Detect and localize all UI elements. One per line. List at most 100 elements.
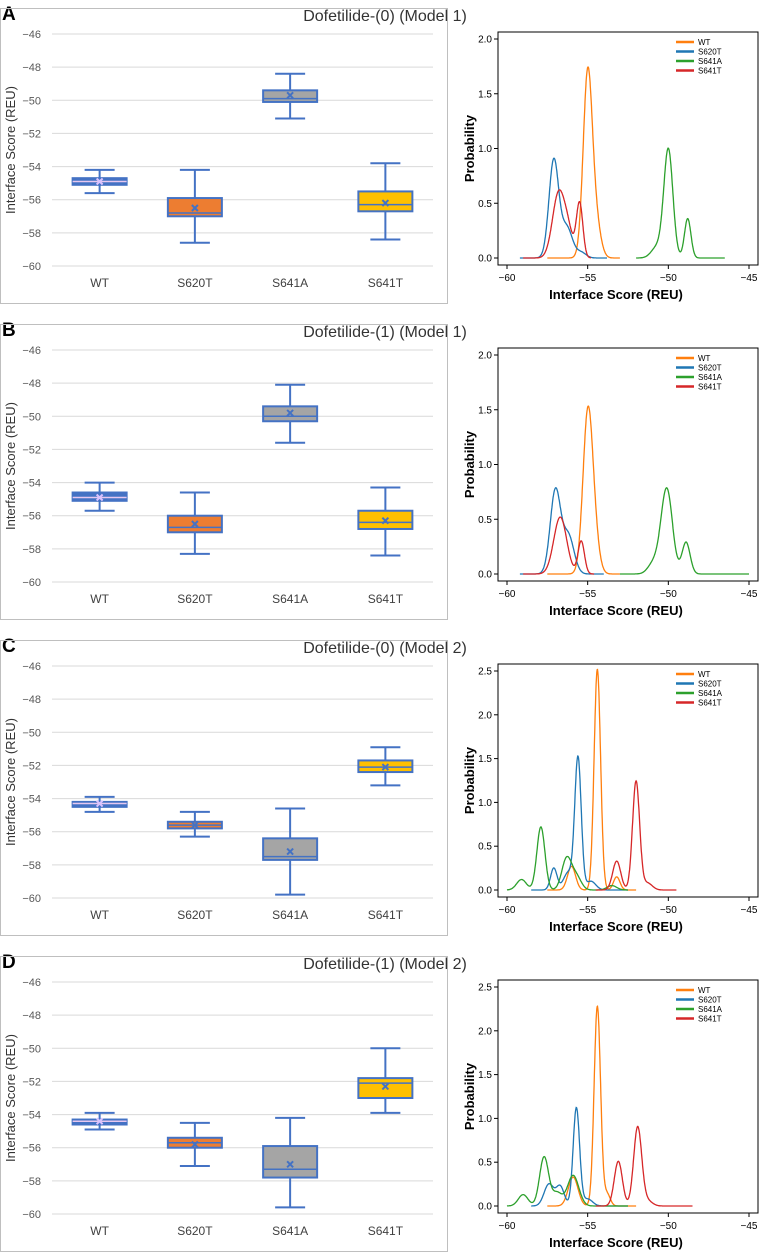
box-s641t — [357, 746, 414, 787]
box-s641a — [262, 807, 319, 896]
boxplot-title: Dofetilide-(1) (Model 2) — [303, 956, 467, 973]
box-wt — [71, 795, 128, 813]
x-category-label: S620T — [177, 1224, 213, 1238]
boxplot-frame — [0, 640, 448, 936]
y-tick-label: −56 — [22, 511, 41, 523]
legend-label: S641T — [698, 383, 722, 392]
x-tick-label: −55 — [579, 589, 596, 600]
box-s641t — [357, 162, 414, 241]
density-x-axis-title: Interface Score (REU) — [549, 1235, 683, 1250]
x-category-label: S620T — [177, 276, 213, 290]
y-tick-label: −58 — [22, 860, 41, 872]
x-category-label: S641A — [272, 1224, 308, 1238]
y-tick-label: −54 — [22, 1110, 41, 1122]
y-tick-label: 1.0 — [478, 144, 492, 155]
box-iqr — [262, 1145, 319, 1179]
boxplot-y-axis-title: Interface Score (REU) — [3, 402, 18, 530]
y-tick-label: 1.5 — [478, 89, 492, 100]
y-tick-label: −46 — [22, 977, 41, 989]
y-tick-label: −56 — [22, 1143, 41, 1155]
boxplot-title: Dofetilide-(0) (Model 2) — [303, 640, 467, 657]
x-category-label: WT — [90, 1224, 109, 1238]
y-tick-label: −56 — [22, 827, 41, 839]
box-mean-marker — [381, 763, 390, 771]
y-tick-label: −48 — [22, 378, 41, 390]
box-mean-marker — [95, 799, 104, 808]
boxplot-frame — [0, 324, 448, 620]
legend-label: S641A — [698, 373, 723, 382]
density-line-s620t — [531, 755, 628, 891]
y-tick-label: 0.0 — [478, 570, 492, 581]
legend-label: S620T — [698, 48, 722, 57]
x-category-label: S641A — [272, 276, 308, 290]
box-s641a — [262, 383, 319, 444]
y-tick-label: 1.5 — [478, 754, 492, 765]
density-y-axis-title: Probability — [462, 114, 477, 182]
y-tick-label: 1.0 — [478, 1114, 492, 1125]
box-s620t — [166, 491, 223, 555]
panel-b: B Dofetilide-(1) (Model 1) −46 −48 −50 −52 −54… — [0, 320, 759, 620]
x-tick-label: −60 — [499, 1221, 516, 1232]
legend-label: WT — [698, 354, 711, 363]
y-tick-label: −46 — [22, 661, 41, 673]
box-mean-marker — [95, 493, 104, 502]
boxplot-y-axis-title: Interface Score (REU) — [3, 1034, 18, 1162]
density-y-axis-title: Probability — [462, 1062, 477, 1130]
legend-label: S620T — [698, 364, 722, 373]
boxplot-y-axis-title: Interface Score (REU) — [3, 86, 18, 214]
y-tick-label: −60 — [22, 893, 41, 905]
y-tick-label: −48 — [22, 1010, 41, 1022]
y-tick-label: −46 — [22, 29, 41, 41]
x-category-label: S641A — [272, 592, 308, 606]
y-tick-label: −60 — [22, 577, 41, 589]
density-line-s641a — [506, 826, 628, 891]
boxplot-frame — [0, 8, 448, 304]
legend-label: S620T — [698, 996, 722, 1005]
box-mean-marker — [191, 204, 199, 212]
y-tick-label: −60 — [22, 261, 41, 273]
density-line-s641t — [595, 1125, 693, 1207]
x-category-label: WT — [90, 276, 109, 290]
y-tick-label: −52 — [22, 1076, 41, 1088]
y-tick-label: −58 — [22, 544, 41, 556]
y-tick-label: 2.5 — [478, 983, 492, 994]
box-s641t — [357, 1047, 414, 1114]
x-tick-label: −60 — [499, 905, 516, 916]
density-line-s620t — [519, 486, 604, 575]
y-tick-label: −58 — [22, 228, 41, 240]
box-mean-marker — [95, 177, 104, 186]
box-mean-marker — [381, 199, 390, 207]
y-tick-label: −48 — [22, 62, 41, 74]
box-iqr — [262, 837, 319, 861]
density-line-wt — [547, 66, 620, 259]
boxplot-title: Dofetilide-(0) (Model 1) — [303, 8, 467, 25]
panel-letter: C — [2, 636, 16, 657]
box-wt — [71, 1111, 128, 1131]
density-line-s641a — [506, 1155, 628, 1207]
legend-label: WT — [698, 38, 711, 47]
box-mean-marker — [191, 1140, 199, 1149]
box-wt — [71, 168, 128, 195]
legend-label: S641T — [698, 67, 722, 76]
y-tick-label: −48 — [22, 694, 41, 706]
x-tick-label: −45 — [741, 1221, 758, 1232]
density-line-s641t — [523, 189, 592, 259]
legend-label: S641T — [698, 699, 722, 708]
x-tick-label: −55 — [579, 905, 596, 916]
box-s641a — [262, 1116, 319, 1209]
panel-letter: A — [2, 4, 16, 25]
y-tick-label: −50 — [22, 411, 41, 423]
boxplot-y-axis-title: Interface Score (REU) — [3, 718, 18, 846]
y-tick-label: −60 — [22, 1209, 41, 1221]
x-category-label: WT — [90, 908, 109, 922]
box-mean-marker — [191, 520, 199, 528]
legend-label: WT — [698, 670, 711, 679]
y-tick-label: 1.5 — [478, 1070, 492, 1081]
legend-label: S641A — [698, 1005, 723, 1014]
x-category-label: WT — [90, 592, 109, 606]
x-category-label: S641A — [272, 908, 308, 922]
y-tick-label: −46 — [22, 345, 41, 357]
box-mean-marker — [286, 847, 294, 856]
y-tick-label: −58 — [22, 1176, 41, 1188]
panel-a: A Dofetilide-(0) (Model 1) −46 −48 −50 −52 −54… — [0, 4, 759, 304]
